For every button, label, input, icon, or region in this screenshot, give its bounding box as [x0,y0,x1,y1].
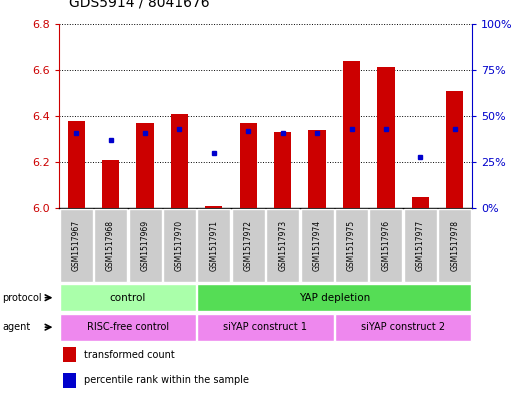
Text: GSM1517976: GSM1517976 [382,220,390,271]
Bar [205,206,223,208]
Bar [102,160,119,208]
FancyBboxPatch shape [335,209,368,282]
FancyBboxPatch shape [198,284,471,311]
Text: GSM1517975: GSM1517975 [347,220,356,271]
FancyBboxPatch shape [438,209,471,282]
FancyBboxPatch shape [129,209,162,282]
Bar [308,130,326,208]
FancyBboxPatch shape [60,314,196,341]
FancyBboxPatch shape [94,209,127,282]
Text: GSM1517973: GSM1517973 [278,220,287,271]
FancyBboxPatch shape [369,209,402,282]
Bar [171,114,188,208]
Text: GSM1517967: GSM1517967 [72,220,81,271]
Text: GSM1517970: GSM1517970 [175,220,184,271]
Bar [63,373,75,388]
Text: GDS5914 / 8041676: GDS5914 / 8041676 [69,0,210,10]
FancyBboxPatch shape [60,209,93,282]
Text: YAP depletion: YAP depletion [299,293,370,303]
Text: GSM1517972: GSM1517972 [244,220,253,271]
Text: GSM1517969: GSM1517969 [141,220,149,271]
Text: GSM1517977: GSM1517977 [416,220,425,271]
FancyBboxPatch shape [335,314,471,341]
Text: protocol: protocol [3,293,42,303]
Bar [343,61,360,208]
Text: transformed count: transformed count [84,350,174,360]
Text: GSM1517974: GSM1517974 [312,220,322,271]
FancyBboxPatch shape [301,209,333,282]
Text: siYAP construct 2: siYAP construct 2 [361,322,445,332]
FancyBboxPatch shape [266,209,299,282]
Text: GSM1517968: GSM1517968 [106,220,115,271]
Bar [68,121,85,208]
Text: GSM1517978: GSM1517978 [450,220,459,271]
Bar [274,132,291,208]
FancyBboxPatch shape [163,209,196,282]
Bar [378,68,394,208]
Text: control: control [110,293,146,303]
Text: RISC-free control: RISC-free control [87,322,169,332]
Bar [63,347,75,362]
Bar [446,90,463,208]
Text: agent: agent [3,322,31,332]
Bar [136,123,153,208]
FancyBboxPatch shape [198,314,333,341]
FancyBboxPatch shape [232,209,265,282]
Text: siYAP construct 1: siYAP construct 1 [224,322,307,332]
FancyBboxPatch shape [60,284,196,311]
Text: percentile rank within the sample: percentile rank within the sample [84,375,249,385]
Text: GSM1517971: GSM1517971 [209,220,219,271]
FancyBboxPatch shape [198,209,230,282]
FancyBboxPatch shape [404,209,437,282]
Bar [412,197,429,208]
Bar [240,123,257,208]
